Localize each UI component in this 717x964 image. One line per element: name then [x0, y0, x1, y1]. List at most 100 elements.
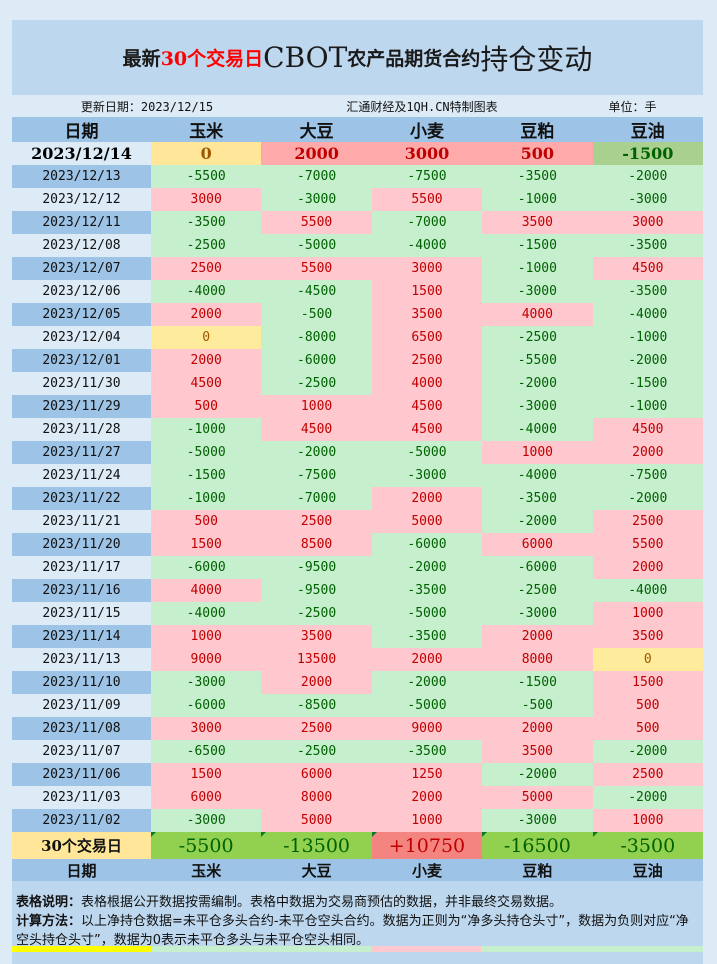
soymeal-cell: -5500: [482, 349, 593, 372]
soybean-cell: -4500: [261, 280, 372, 303]
soymeal-cell: 3500: [482, 211, 593, 234]
soymeal-cell: -3000: [482, 602, 593, 625]
wheat-cell: 3500: [371, 303, 483, 326]
soybean-cell: 8500: [261, 533, 372, 556]
table-row: 2023/11/17 -6000 -9500 -2000 -6000 2000: [12, 556, 703, 579]
soybean-cell: -2500: [261, 740, 372, 763]
table-row: 2023/11/28 -1000 4500 4500 -4000 4500: [12, 418, 703, 441]
corn-cell: -6000: [151, 556, 262, 579]
soyoil-cell: 2500: [592, 763, 703, 786]
soyoil-cell: 2500: [592, 510, 703, 533]
soymeal-cell: -2500: [482, 579, 593, 602]
header-soymeal: 豆粕: [482, 117, 593, 142]
soyoil-cell: 4500: [592, 418, 703, 441]
soymeal-cell: -1500: [482, 671, 593, 694]
soyoil-cell: -3500: [592, 234, 703, 257]
table-row: 2023/11/30 4500 -2500 4000 -2000 -1500: [12, 372, 703, 395]
soyoil-cell: 0: [592, 648, 703, 671]
corn-cell: 500: [151, 510, 262, 533]
soybean-cell: -9500: [261, 579, 372, 602]
soybean-cell: -7000: [261, 165, 372, 188]
table-row: 2023/11/06 1500 6000 1250 -2000 2500: [12, 763, 703, 786]
corn-cell: -6000: [151, 694, 262, 717]
date-cell: 2023/11/22: [12, 487, 151, 510]
table-row: 2023/11/02 -3000 5000 1000 -3000 1000: [12, 809, 703, 832]
soymeal-cell: -6000: [482, 556, 593, 579]
soyoil-cell: 4500: [592, 257, 703, 280]
table-row: 2023/12/06 -4000 -4500 1500 -3000 -3500: [12, 280, 703, 303]
wheat-cell: -3500: [371, 579, 483, 602]
footer-date: 日期: [12, 859, 151, 881]
soybean-cell: -8000: [261, 326, 372, 349]
corn-cell: -4000: [151, 280, 262, 303]
corn-cell: -6500: [151, 740, 262, 763]
corn-cell: -2500: [151, 234, 262, 257]
date-cell: 2023/11/21: [12, 510, 151, 533]
table-row: 2023/12/11 -3500 5500 -7000 3500 3000: [12, 211, 703, 234]
footer-soymeal: 豆粕: [482, 859, 593, 881]
title-part: 农产品期货合约: [347, 48, 481, 70]
wheat-cell: -6000: [371, 533, 483, 556]
wheat-cell: 4000: [371, 372, 483, 395]
wheat-cell: 1000: [371, 809, 483, 832]
table-description: 表格说明：表格根据公开数据按需编制。表格中数据为交易商预估的数据，并非最终交易数…: [16, 893, 699, 912]
corn-cell: -3000: [151, 809, 262, 832]
table-row: 2023/11/13 9000 13500 2000 8000 0: [12, 648, 703, 671]
date-cell: 2023/11/15: [12, 602, 151, 625]
date-cell: 2023/12/12: [12, 188, 151, 211]
soymeal-cell: -4000: [482, 464, 593, 487]
soymeal-cell: -3500: [482, 487, 593, 510]
soybean-cell: 3500: [261, 625, 372, 648]
footer-soybean: 大豆: [261, 859, 372, 881]
table-row: 2023/11/21 500 2500 5000 -2000 2500: [12, 510, 703, 533]
table-row: 2023/12/07 2500 5500 3000 -1000 4500: [12, 257, 703, 280]
soymeal-cell: 2000: [482, 625, 593, 648]
soyoil-total: -3500: [592, 832, 703, 859]
soyoil-cell: 5500: [592, 533, 703, 556]
soymeal-cell: -2000: [482, 763, 593, 786]
page-title: 最新 30个交易日 CBOT 农产品期货合约 持仓变动: [12, 20, 703, 95]
date-cell: 2023/11/08: [12, 717, 151, 740]
wheat-cell: 4500: [371, 418, 483, 441]
date-cell: 2023/11/10: [12, 671, 151, 694]
header-soybean: 大豆: [261, 117, 372, 142]
soyoil-cell: 1000: [592, 809, 703, 832]
corn-cell: -3000: [151, 671, 262, 694]
wheat-cell: -2000: [371, 556, 483, 579]
table-row: 2023/12/01 2000 -6000 2500 -5500 -2000: [12, 349, 703, 372]
soybean-cell: -7500: [261, 464, 372, 487]
soyoil-cell: 1500: [592, 671, 703, 694]
soymeal-cell: -3000: [482, 395, 593, 418]
soybean-cell: -5000: [261, 234, 372, 257]
soymeal-cell: 500: [482, 142, 593, 165]
wheat-cell: -7000: [371, 211, 483, 234]
title-part: CBOT: [263, 41, 348, 74]
calculation-label: 计算方法：: [16, 914, 82, 929]
corn-cell: 3000: [151, 188, 262, 211]
latest-row: 2023/12/14 0 2000 3000 500 -1500: [12, 142, 703, 165]
date-cell: 2023/11/16: [12, 579, 151, 602]
soyoil-cell: -2000: [592, 165, 703, 188]
description-label: 表格说明：: [16, 895, 82, 910]
soymeal-cell: 5000: [482, 786, 593, 809]
soyoil-cell: -3500: [592, 280, 703, 303]
wheat-cell: 4500: [371, 395, 483, 418]
table-row: 2023/11/14 1000 3500 -3500 2000 3500: [12, 625, 703, 648]
corn-cell: -3500: [151, 211, 262, 234]
wheat-cell: 6500: [371, 326, 483, 349]
table-row: 2023/11/15 -4000 -2500 -5000 -3000 1000: [12, 602, 703, 625]
date-cell: 2023/11/17: [12, 556, 151, 579]
soymeal-cell: 8000: [482, 648, 593, 671]
corn-cell: -5500: [151, 165, 262, 188]
summary-row: 30个交易日 -5500 -13500 +10750 -16500 -3500: [12, 832, 703, 859]
date-cell: 2023/12/13: [12, 165, 151, 188]
date-cell: 2023/12/08: [12, 234, 151, 257]
date-cell: 2023/11/28: [12, 418, 151, 441]
soymeal-cell: 1000: [482, 441, 593, 464]
date-cell: 2023/11/24: [12, 464, 151, 487]
soybean-cell: 4500: [261, 418, 372, 441]
date-cell: 2023/12/07: [12, 257, 151, 280]
header-row: 日期 玉米 大豆 小麦 豆粕 豆油: [12, 117, 703, 142]
soyoil-cell: 1000: [592, 602, 703, 625]
table-row: 2023/11/08 3000 2500 9000 2000 500: [12, 717, 703, 740]
